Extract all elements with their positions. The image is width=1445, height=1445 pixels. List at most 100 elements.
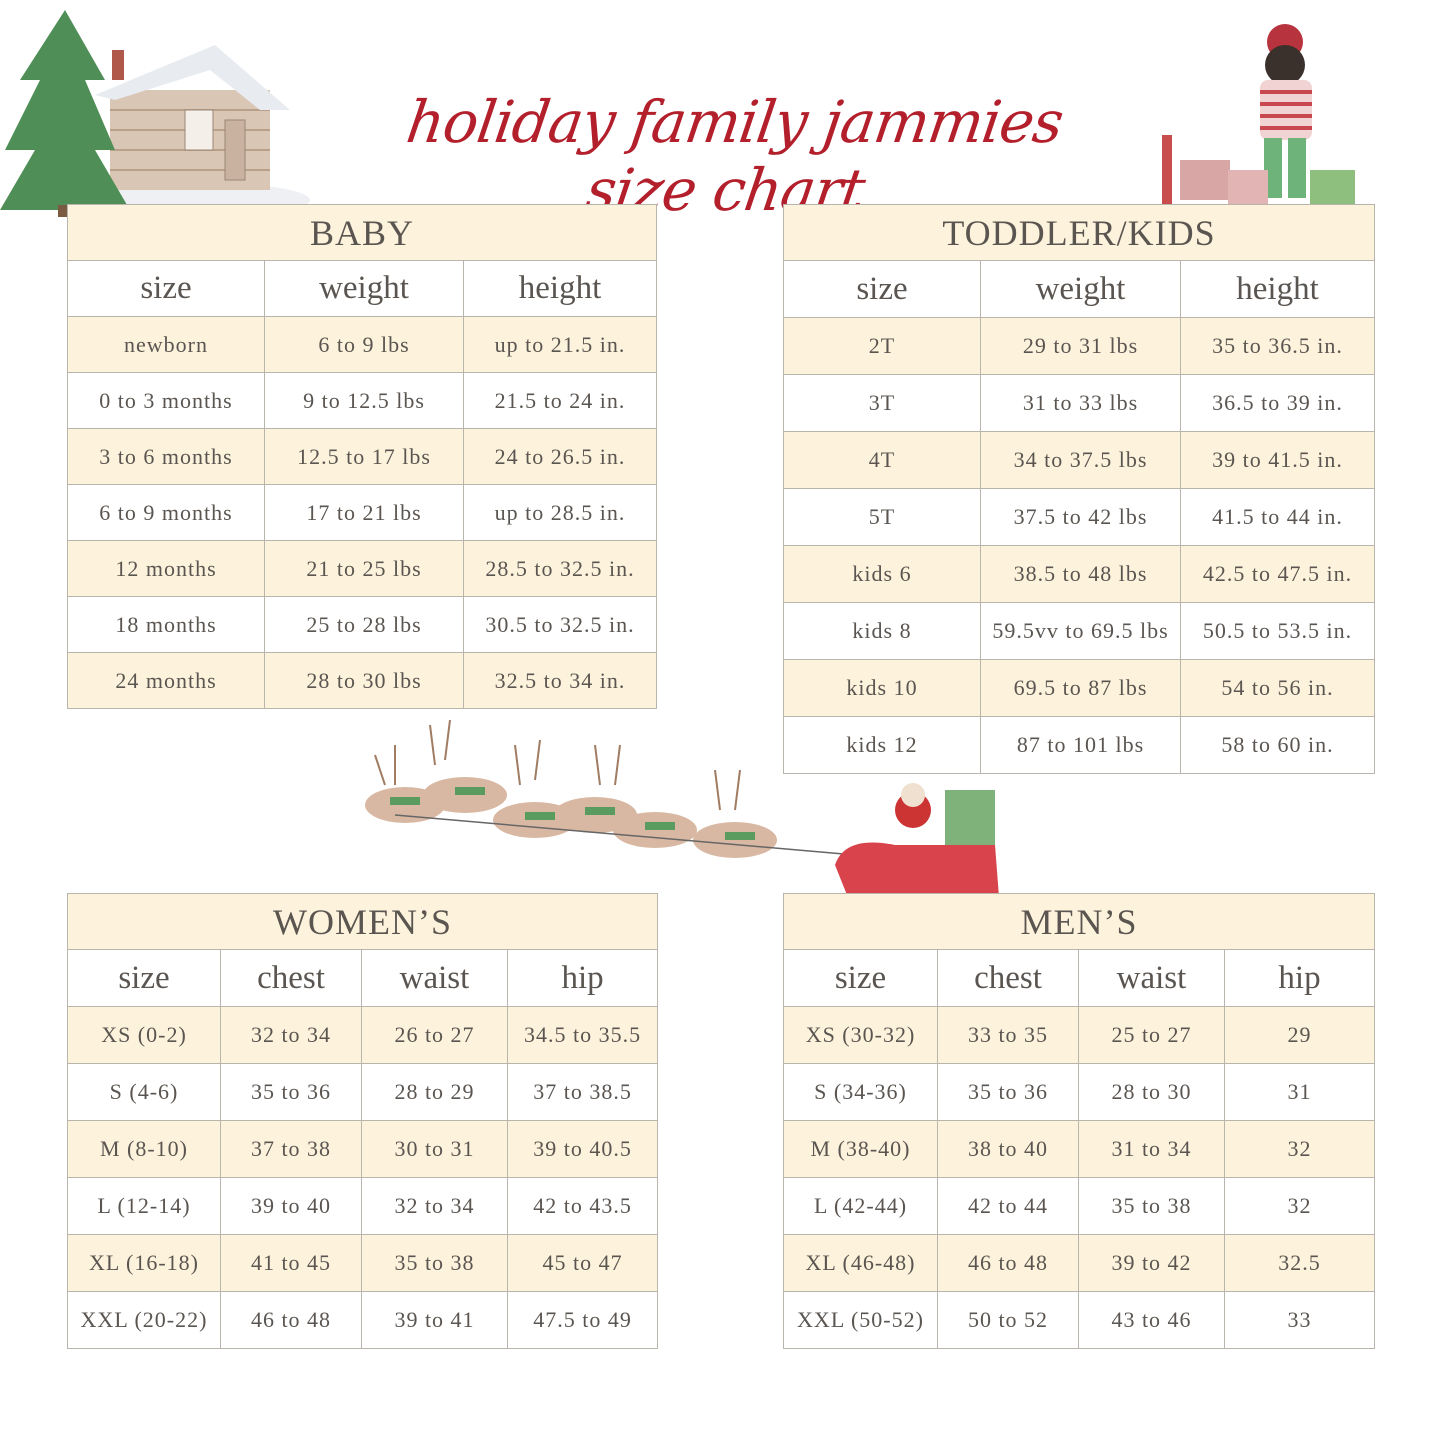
table-cell: kids 6 <box>783 545 981 603</box>
table-row: S (4-6) 35 to 36 28 to 29 37 to 38.5 <box>67 1063 659 1121</box>
table-cell: 3 to 6 months <box>67 428 265 485</box>
table-cell: 35 to 38 <box>1078 1177 1225 1235</box>
table-cell: 21 to 25 lbs <box>264 540 464 597</box>
table-cell: 35 to 36.5 in. <box>1179 317 1376 375</box>
baby-table-title: BABY <box>66 204 658 261</box>
column-header: waist <box>1078 949 1225 1007</box>
table-cell: 32.5 <box>1223 1234 1376 1292</box>
table-cell: 39 to 40.5 <box>506 1120 659 1178</box>
table-row: XS (30-32) 33 to 35 25 to 27 29 <box>783 1006 1376 1064</box>
mens-table-title: MEN’S <box>782 893 1376 950</box>
table-cell: 30.5 to 32.5 in. <box>462 596 658 653</box>
table-cell: XS (30-32) <box>783 1006 938 1064</box>
table-cell: 9 to 12.5 lbs <box>264 372 464 429</box>
table-cell: M (8-10) <box>67 1120 221 1178</box>
table-cell: 45 to 47 <box>506 1234 659 1292</box>
table-cell: 12 months <box>67 540 265 597</box>
table-cell: 34 to 37.5 lbs <box>980 431 1181 489</box>
table-cell: 31 <box>1223 1063 1376 1121</box>
table-cell: 41 to 45 <box>220 1234 362 1292</box>
table-cell: 28 to 29 <box>361 1063 508 1121</box>
table-cell: 3T <box>783 374 981 432</box>
table-row: M (38-40) 38 to 40 31 to 34 32 <box>783 1120 1376 1178</box>
table-cell: 32 <box>1223 1120 1376 1178</box>
table-cell: 12.5 to 17 lbs <box>264 428 464 485</box>
column-header: waist <box>361 949 508 1007</box>
table-cell: 21.5 to 24 in. <box>462 372 658 429</box>
table-cell: up to 28.5 in. <box>462 484 658 541</box>
table-row: XL (46-48) 46 to 48 39 to 42 32.5 <box>783 1234 1376 1292</box>
table-cell: S (34-36) <box>783 1063 938 1121</box>
table-cell: 28 to 30 lbs <box>264 652 464 709</box>
table-cell: 33 <box>1223 1291 1376 1349</box>
table-cell: 34.5 to 35.5 <box>506 1006 659 1064</box>
table-cell: 32 to 34 <box>220 1006 362 1064</box>
table-cell: 32.5 to 34 in. <box>462 652 658 709</box>
column-header: size <box>783 949 938 1007</box>
table-cell: 42 to 43.5 <box>506 1177 659 1235</box>
table-cell: 38.5 to 48 lbs <box>980 545 1181 603</box>
table-cell: 39 to 41 <box>361 1291 508 1349</box>
table-row: kids 12 87 to 101 lbs 58 to 60 in. <box>783 716 1376 774</box>
table-row: 6 to 9 months 17 to 21 lbs up to 28.5 in. <box>67 484 658 541</box>
table-row: 12 months 21 to 25 lbs 28.5 to 32.5 in. <box>67 540 658 597</box>
column-header: weight <box>264 260 464 317</box>
table-cell: 31 to 33 lbs <box>980 374 1181 432</box>
table-row: 5T 37.5 to 42 lbs 41.5 to 44 in. <box>783 488 1376 546</box>
table-cell: 32 <box>1223 1177 1376 1235</box>
table-cell: 87 to 101 lbs <box>980 716 1181 774</box>
column-header: size <box>783 260 981 318</box>
table-cell: 26 to 27 <box>361 1006 508 1064</box>
table-row: 2T 29 to 31 lbs 35 to 36.5 in. <box>783 317 1376 375</box>
table-cell: XXL (50-52) <box>783 1291 938 1349</box>
table-cell: 30 to 31 <box>361 1120 508 1178</box>
table-cell: 29 <box>1223 1006 1376 1064</box>
table-cell: 47.5 to 49 <box>506 1291 659 1349</box>
table-cell: L (12-14) <box>67 1177 221 1235</box>
table-cell: 37 to 38 <box>220 1120 362 1178</box>
table-cell: newborn <box>67 316 265 373</box>
table-cell: S (4-6) <box>67 1063 221 1121</box>
table-cell: 41.5 to 44 in. <box>1179 488 1376 546</box>
table-cell: 42.5 to 47.5 in. <box>1179 545 1376 603</box>
table-cell: 24 to 26.5 in. <box>462 428 658 485</box>
table-row: 24 months 28 to 30 lbs 32.5 to 34 in. <box>67 652 658 709</box>
table-cell: XS (0-2) <box>67 1006 221 1064</box>
table-cell: 35 to 38 <box>361 1234 508 1292</box>
table-cell: 35 to 36 <box>220 1063 362 1121</box>
baby-size-table: BABY size weight height newborn 6 to 9 lb… <box>66 204 658 709</box>
table-row: 3T 31 to 33 lbs 36.5 to 39 in. <box>783 374 1376 432</box>
column-header: chest <box>937 949 1079 1007</box>
cabin-illustration <box>0 10 310 218</box>
kids-table-title: TODDLER/KIDS <box>782 204 1376 261</box>
table-row: S (34-36) 35 to 36 28 to 30 31 <box>783 1063 1376 1121</box>
table-row: kids 8 59.5vv to 69.5 lbs 50.5 to 53.5 in. <box>783 602 1376 660</box>
table-cell: 4T <box>783 431 981 489</box>
table-row: L (42-44) 42 to 44 35 to 38 32 <box>783 1177 1376 1235</box>
table-cell: XL (46-48) <box>783 1234 938 1292</box>
table-cell: 18 months <box>67 596 265 653</box>
table-cell: 39 to 41.5 in. <box>1179 431 1376 489</box>
table-cell: 46 to 48 <box>937 1234 1079 1292</box>
table-cell: 6 to 9 lbs <box>264 316 464 373</box>
column-header: height <box>1179 260 1376 318</box>
table-cell: 37.5 to 42 lbs <box>980 488 1181 546</box>
table-cell: 36.5 to 39 in. <box>1179 374 1376 432</box>
column-header: size <box>67 260 265 317</box>
column-header: chest <box>220 949 362 1007</box>
table-cell: L (42-44) <box>783 1177 938 1235</box>
table-cell: 25 to 28 lbs <box>264 596 464 653</box>
table-cell: 50.5 to 53.5 in. <box>1179 602 1376 660</box>
table-cell: kids 12 <box>783 716 981 774</box>
table-cell: XL (16-18) <box>67 1234 221 1292</box>
table-cell: 37 to 38.5 <box>506 1063 659 1121</box>
table-cell: up to 21.5 in. <box>462 316 658 373</box>
womens-size-table: WOMEN’S size chest waist hip XS (0-2) 32 … <box>66 893 659 1349</box>
girl-with-gifts-illustration <box>1162 24 1355 208</box>
table-cell: 28.5 to 32.5 in. <box>462 540 658 597</box>
table-cell: 39 to 42 <box>1078 1234 1225 1292</box>
table-cell: 5T <box>783 488 981 546</box>
table-row: 0 to 3 months 9 to 12.5 lbs 21.5 to 24 in. <box>67 372 658 429</box>
table-row: XS (0-2) 32 to 34 26 to 27 34.5 to 35.5 <box>67 1006 659 1064</box>
